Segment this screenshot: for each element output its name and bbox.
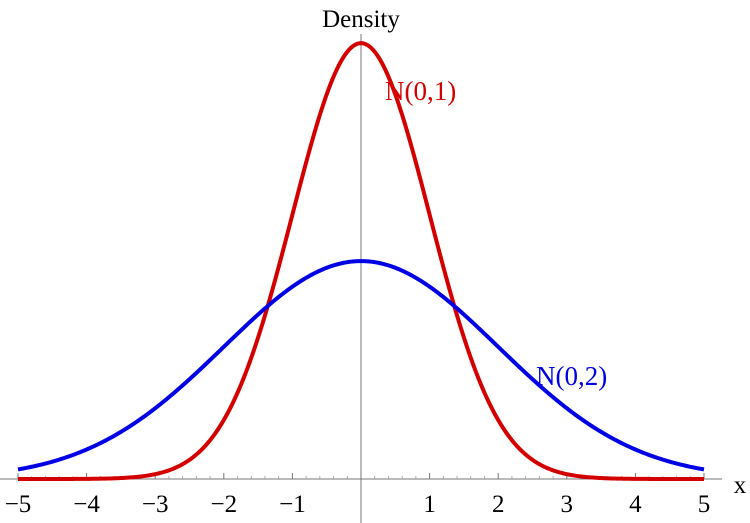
- x-tick-label: −3: [142, 491, 169, 518]
- x-tick-label: 2: [492, 491, 505, 518]
- x-tick-label: 1: [423, 491, 436, 518]
- x-tick-label: 4: [629, 491, 642, 518]
- x-tick-label: −1: [279, 491, 306, 518]
- series-group: [17, 41, 705, 481]
- y-axis-title: Density: [322, 6, 400, 33]
- x-tick-label: 5: [698, 491, 711, 518]
- x-tick-label: −4: [73, 491, 100, 518]
- series-label-n02: N(0,2): [536, 361, 607, 391]
- x-tick-label: 3: [561, 491, 574, 518]
- labels-group: −5 −4 −3 −2 −1 1 2 3 4 5 N(0,1) N(0,2): [5, 76, 711, 518]
- x-tick-label: −5: [5, 491, 32, 518]
- series-line-2: [17, 259, 705, 472]
- x-axis-title: x: [734, 472, 747, 499]
- series-label-n01: N(0,1): [385, 76, 456, 106]
- x-tick-label: −2: [210, 491, 237, 518]
- series-line-1: [17, 41, 705, 481]
- axes: [0, 34, 722, 523]
